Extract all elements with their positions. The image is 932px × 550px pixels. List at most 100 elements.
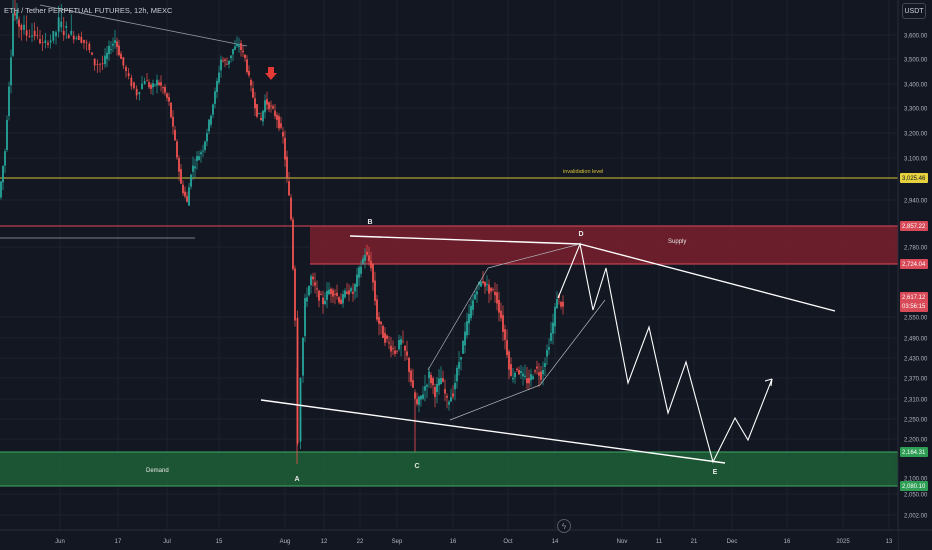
candle-body <box>164 87 166 93</box>
candle-body <box>440 377 442 385</box>
candle-body <box>116 41 118 48</box>
flash-icon[interactable]: ϟ <box>557 519 571 533</box>
price-badge-invalidation <box>900 173 928 183</box>
candle-body <box>326 290 328 300</box>
candle-body <box>418 396 420 405</box>
candle-body <box>490 287 492 292</box>
price-badge-text: 2,080.10 <box>902 484 926 490</box>
symbol-title: ETH / Tether PERPETUAL FUTURES, 12h, MEX… <box>4 6 173 15</box>
candle-body <box>244 54 246 59</box>
candle-body <box>364 254 366 261</box>
zones-layer: invalidation level Supply Demand <box>0 4 898 487</box>
candle-body <box>366 251 368 255</box>
candle-body <box>254 98 256 109</box>
candle-body <box>224 59 226 61</box>
candle-body <box>77 35 80 41</box>
candle-body <box>202 150 204 152</box>
candle-body <box>31 35 33 37</box>
candle-body <box>290 197 292 220</box>
candle-body <box>502 315 504 332</box>
candle-body <box>130 77 133 87</box>
demand-label: Demand <box>146 468 169 474</box>
candle-body <box>388 342 390 344</box>
candle-body <box>299 378 302 442</box>
candle-body <box>252 88 254 98</box>
candle-body <box>166 93 168 98</box>
candle-body <box>112 43 114 46</box>
candle-body <box>560 301 562 307</box>
candle-body <box>488 284 490 294</box>
candle-body <box>220 59 222 71</box>
time-axis: Jun 17 Jul 15 Aug 12 22 Sep 16 Oct 14 Nov 11 21 Dec 16 2… <box>0 529 932 550</box>
candle-body <box>256 104 258 117</box>
candle-body <box>338 297 340 303</box>
candle-body <box>232 49 234 55</box>
channel-line <box>449 384 541 421</box>
candle-body <box>272 106 274 109</box>
candle-body <box>296 317 299 444</box>
candle-body <box>550 332 552 341</box>
candle-body <box>410 370 412 382</box>
y-tick-label: 2,050.00 <box>904 493 928 499</box>
y-tick-label: 2,550.00 <box>904 316 928 322</box>
candle-body <box>374 280 376 301</box>
candle-body <box>194 166 196 169</box>
candle-body <box>464 331 466 346</box>
candle-body <box>562 301 564 307</box>
candle-body <box>60 21 63 28</box>
candle-body <box>382 326 384 338</box>
candle-body <box>526 378 528 384</box>
candle-body <box>482 281 484 284</box>
candle-body <box>520 371 522 374</box>
channel-line <box>427 267 489 371</box>
candle-body <box>200 152 202 155</box>
y-tick-label: 3,300.00 <box>904 107 928 113</box>
candle-body <box>198 156 200 161</box>
candle-body <box>426 384 428 387</box>
candle-body <box>240 43 242 51</box>
candle-body <box>75 37 78 39</box>
candle-body <box>484 281 486 287</box>
candle-body <box>156 79 158 86</box>
candle-body <box>522 373 524 377</box>
x-tick-label: 16 <box>784 539 791 545</box>
candle-body <box>528 377 530 384</box>
price-badge-text: 3,025.46 <box>902 176 926 182</box>
candle-body <box>430 374 432 384</box>
x-tick-label: 14 <box>552 539 559 545</box>
candle-body <box>120 53 122 59</box>
candle-body <box>218 72 220 83</box>
candle-body <box>262 110 264 122</box>
candle-body <box>188 187 190 206</box>
projected-path <box>557 242 773 464</box>
candle-body <box>258 113 260 114</box>
candle-body <box>222 60 224 62</box>
candle-body <box>88 43 91 50</box>
candle-body <box>178 158 180 172</box>
candle-body <box>356 274 358 287</box>
candle-body <box>448 401 450 405</box>
candle-body <box>308 285 310 296</box>
candle-body <box>432 378 434 386</box>
price-badge-supply-top <box>900 221 928 231</box>
candle-body <box>8 86 10 117</box>
candle-body <box>67 35 70 39</box>
candle-body <box>196 156 198 161</box>
candle-body <box>10 57 12 86</box>
price-axis-bg <box>898 0 932 550</box>
candle-body <box>530 374 532 381</box>
grid-lines <box>0 0 898 530</box>
candle-body <box>434 387 436 398</box>
candle-body <box>314 282 316 286</box>
candle-body <box>216 81 218 93</box>
candle-body <box>141 83 143 89</box>
candle-body <box>182 184 184 194</box>
candle-body <box>508 351 510 370</box>
currency-button[interactable]: USDT <box>902 3 926 19</box>
candle-body <box>458 362 460 369</box>
supply-label: Supply <box>668 239 686 245</box>
candle-body <box>174 129 176 141</box>
candle-body <box>538 372 540 376</box>
candle-body <box>548 347 550 350</box>
